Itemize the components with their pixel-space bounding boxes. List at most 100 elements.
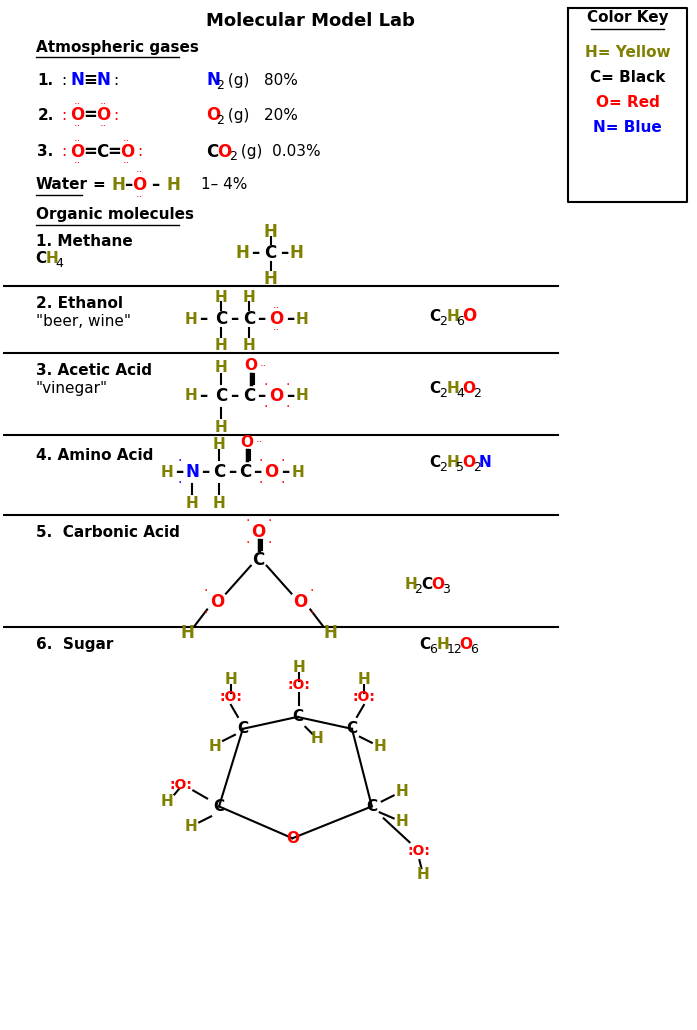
Text: H: H xyxy=(404,577,418,592)
Text: 2: 2 xyxy=(473,387,481,401)
Text: 3: 3 xyxy=(443,583,450,596)
Text: :: : xyxy=(62,108,67,123)
Text: ≡: ≡ xyxy=(83,71,97,90)
Text: H: H xyxy=(293,659,306,675)
Text: O: O xyxy=(70,143,84,161)
Text: :: : xyxy=(114,108,118,123)
Text: C: C xyxy=(422,577,433,592)
Text: C= Black: C= Black xyxy=(590,70,666,84)
Text: O: O xyxy=(96,106,110,125)
Text: C: C xyxy=(346,721,358,736)
Text: –: – xyxy=(258,386,266,405)
Text: ·: · xyxy=(281,476,285,490)
Text: N: N xyxy=(96,71,110,90)
Text: H: H xyxy=(289,244,303,263)
Text: –: – xyxy=(228,464,236,481)
Text: ·: · xyxy=(178,454,183,469)
Text: ··: ·· xyxy=(256,438,263,447)
Text: ··: ·· xyxy=(100,99,107,109)
Text: ·: · xyxy=(204,584,208,597)
Text: Molecular Model Lab: Molecular Model Lab xyxy=(206,11,415,30)
Text: C: C xyxy=(429,309,441,323)
Text: =: = xyxy=(92,177,105,193)
Text: C: C xyxy=(420,637,431,652)
Text: :O:: :O: xyxy=(220,690,243,705)
Text: C: C xyxy=(96,143,108,161)
Text: H: H xyxy=(292,465,305,480)
Text: ·: · xyxy=(309,584,314,597)
Text: –: – xyxy=(199,386,207,405)
Text: ··: ·· xyxy=(136,192,144,202)
Text: 2: 2 xyxy=(439,387,447,401)
Text: H: H xyxy=(296,311,309,327)
Text: C: C xyxy=(36,251,47,266)
Text: H: H xyxy=(311,731,323,747)
Text: Color Key: Color Key xyxy=(587,10,668,25)
Text: 5: 5 xyxy=(456,460,464,474)
Text: –: – xyxy=(230,310,238,329)
Text: 4. Amino Acid: 4. Amino Acid xyxy=(36,448,153,462)
Text: :O:: :O: xyxy=(353,690,375,705)
Text: H: H xyxy=(185,819,198,834)
Text: ·: · xyxy=(268,536,272,550)
Text: H: H xyxy=(161,465,174,480)
Text: ··: ·· xyxy=(123,136,130,146)
Text: ·: · xyxy=(286,400,290,414)
Text: 1– 4%: 1– 4% xyxy=(201,177,247,193)
Text: H: H xyxy=(236,244,250,263)
Text: 6: 6 xyxy=(456,314,464,328)
Text: 2. Ethanol: 2. Ethanol xyxy=(36,296,123,311)
Text: :O:: :O: xyxy=(408,845,431,858)
Text: C: C xyxy=(429,455,441,470)
Text: H: H xyxy=(213,495,225,511)
Text: ·: · xyxy=(281,454,285,469)
Text: H: H xyxy=(215,360,227,375)
Text: ··: ·· xyxy=(74,122,81,131)
Text: H: H xyxy=(436,637,449,652)
Text: ·: · xyxy=(204,606,208,619)
Text: (g)   20%: (g) 20% xyxy=(223,108,298,123)
Text: –: – xyxy=(201,464,209,481)
Text: 2: 2 xyxy=(216,79,224,92)
Text: H: H xyxy=(358,672,370,687)
Text: 5.  Carbonic Acid: 5. Carbonic Acid xyxy=(36,525,179,541)
Text: ··: ·· xyxy=(260,360,267,371)
Text: ·: · xyxy=(263,400,268,414)
Text: H: H xyxy=(243,289,255,305)
Text: –: – xyxy=(230,386,238,405)
Text: ··: ·· xyxy=(74,136,81,146)
Text: H: H xyxy=(374,740,386,754)
Text: 12: 12 xyxy=(446,643,462,656)
Text: ··: ·· xyxy=(273,325,280,335)
Text: H: H xyxy=(215,420,227,435)
Text: –: – xyxy=(286,310,295,329)
Text: N: N xyxy=(479,455,491,470)
Text: ··: ·· xyxy=(74,158,81,168)
Text: O: O xyxy=(132,176,147,194)
Text: O: O xyxy=(462,307,476,325)
Text: O: O xyxy=(459,637,472,652)
Text: –: – xyxy=(286,386,295,405)
Text: 6: 6 xyxy=(470,643,478,656)
Text: H: H xyxy=(296,388,309,403)
Text: H= Yellow: H= Yellow xyxy=(585,45,671,60)
Text: C: C xyxy=(237,721,248,736)
Text: O: O xyxy=(270,310,284,329)
Text: N: N xyxy=(70,71,84,90)
Text: C: C xyxy=(264,244,277,263)
Text: H: H xyxy=(185,311,198,327)
Text: Atmospheric gases: Atmospheric gases xyxy=(36,40,199,55)
Text: –: – xyxy=(151,176,160,194)
Text: –: – xyxy=(199,310,207,329)
Text: C: C xyxy=(252,551,265,569)
Text: =: = xyxy=(83,143,97,161)
Text: :O:: :O: xyxy=(170,778,193,791)
Text: N: N xyxy=(206,71,220,90)
Text: H: H xyxy=(213,437,225,452)
Text: C: C xyxy=(206,143,218,161)
Text: :: : xyxy=(62,144,67,160)
Text: C: C xyxy=(292,710,303,724)
Text: 2: 2 xyxy=(439,460,447,474)
Text: Water: Water xyxy=(36,177,88,193)
Text: O: O xyxy=(462,455,475,470)
